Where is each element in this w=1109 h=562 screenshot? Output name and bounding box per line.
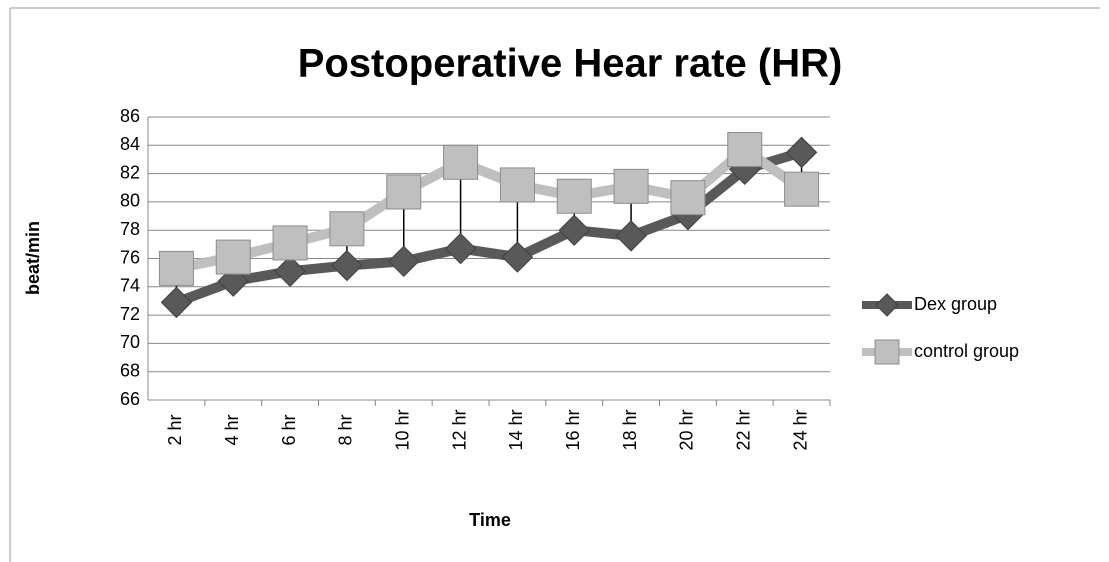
marker bbox=[613, 168, 649, 204]
y-tick-label: 82 bbox=[120, 162, 140, 182]
marker bbox=[160, 286, 193, 319]
x-tick-label: 6 hr bbox=[279, 414, 299, 445]
x-tick-label: 8 hr bbox=[336, 414, 356, 445]
x-tick-label: 14 hr bbox=[506, 409, 526, 450]
y-tick-label: 74 bbox=[120, 276, 140, 296]
marker bbox=[158, 250, 194, 286]
marker bbox=[274, 255, 306, 287]
marker bbox=[784, 171, 820, 207]
marker bbox=[272, 225, 308, 261]
y-axis-label: beat/min bbox=[23, 221, 43, 295]
marker bbox=[331, 249, 363, 282]
y-tick-label: 80 bbox=[120, 191, 140, 211]
x-tick-label: 22 hr bbox=[734, 409, 754, 450]
x-tick-label: 20 hr bbox=[677, 409, 697, 450]
y-tick-label: 86 bbox=[120, 106, 140, 126]
marker bbox=[501, 241, 534, 273]
y-tick-label: 78 bbox=[120, 219, 140, 239]
marker bbox=[215, 239, 251, 275]
marker bbox=[727, 132, 763, 168]
marker bbox=[556, 178, 592, 214]
x-tick-label: 10 hr bbox=[393, 409, 413, 450]
marker bbox=[785, 136, 818, 169]
x-tick-label: 2 hr bbox=[165, 414, 185, 445]
y-tick-label: 68 bbox=[120, 360, 140, 380]
marker bbox=[444, 232, 477, 265]
x-tick-label: 24 hr bbox=[790, 409, 810, 450]
legend-marker bbox=[874, 339, 900, 365]
chart-title: Postoperative Hear rate (HR) bbox=[298, 42, 843, 86]
y-tick-label: 76 bbox=[120, 247, 140, 267]
x-tick-label: 4 hr bbox=[222, 414, 242, 445]
x-axis-label: Time bbox=[469, 510, 511, 530]
legend-marker bbox=[875, 293, 899, 317]
x-tick-label: 12 hr bbox=[449, 409, 469, 450]
legend-label: control group bbox=[914, 341, 1019, 361]
marker bbox=[443, 144, 479, 180]
marker bbox=[558, 214, 590, 246]
x-tick-label: 16 hr bbox=[563, 409, 583, 450]
marker bbox=[670, 180, 706, 216]
y-tick-label: 72 bbox=[120, 304, 140, 324]
y-tick-label: 84 bbox=[120, 134, 140, 154]
marker bbox=[615, 220, 647, 252]
marker bbox=[499, 167, 535, 203]
y-tick-label: 66 bbox=[120, 389, 140, 409]
marker bbox=[386, 174, 422, 210]
y-tick-label: 70 bbox=[120, 332, 140, 352]
marker bbox=[388, 245, 420, 278]
legend-label: Dex group bbox=[914, 294, 997, 314]
x-tick-label: 18 hr bbox=[620, 409, 640, 450]
marker bbox=[329, 211, 365, 247]
